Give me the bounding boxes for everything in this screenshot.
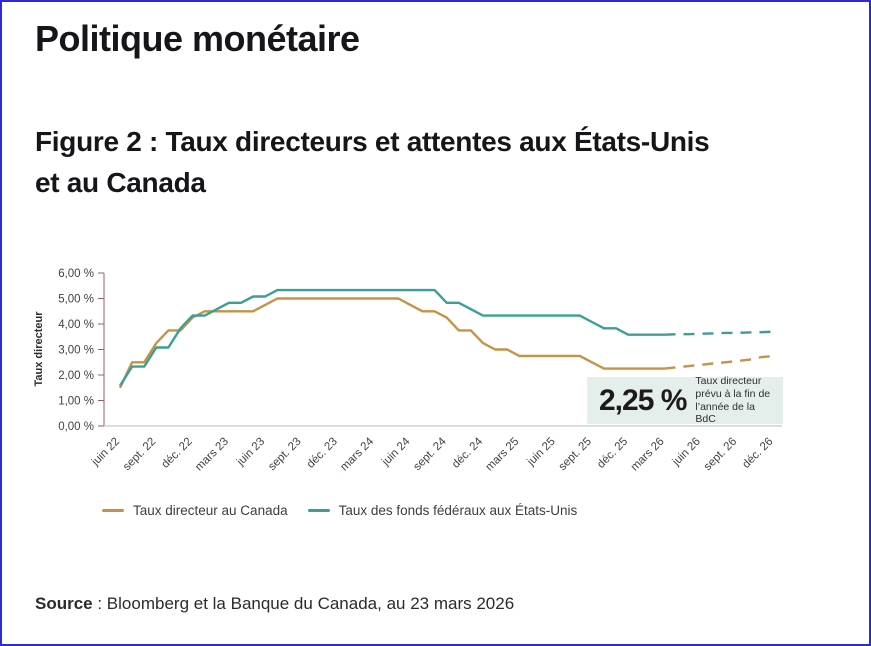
x-tick-label: déc. 22 xyxy=(160,436,195,471)
y-tick-label: 1,00 % xyxy=(58,396,94,408)
x-tick-label: déc. 24 xyxy=(450,435,486,471)
y-tick-label: 5,00 % xyxy=(58,294,94,306)
figure-title: Figure 2 : Taux directeurs et attentes a… xyxy=(35,126,710,198)
y-tick-label: 2,00 % xyxy=(58,370,94,382)
y-tick-label: 6,00 % xyxy=(58,268,94,280)
rate-chart: 0,00 % 1,00 % 2,00 % 3,00 % 4,00 % 5,00 % 6,00… xyxy=(33,268,782,474)
x-tick-label: sept. 24 xyxy=(411,435,449,473)
series-0-solid xyxy=(118,297,665,389)
y-tick-label: 4,00 % xyxy=(58,319,94,331)
legend-item-us: Taux des fonds fédéraux aux États-Unis xyxy=(307,503,578,518)
legend-label-canada: Taux directeur au Canada xyxy=(133,503,288,518)
x-tick-label: déc. 25 xyxy=(595,436,630,471)
x-tick-label: mars 25 xyxy=(484,436,522,474)
x-tick-label: juin 26 xyxy=(670,436,703,469)
x-tick-label: sept. 22 xyxy=(121,436,158,473)
x-tick-label: mars 24 xyxy=(338,435,376,473)
series-0-dashed xyxy=(664,354,774,370)
chart-area: 0,00 % 1,00 % 2,00 % 3,00 % 4,00 % 5,00 % 6,00… xyxy=(30,248,845,498)
source-label: Source xyxy=(35,594,93,613)
series-1-dashed xyxy=(664,330,774,336)
series-1-solid xyxy=(118,288,665,387)
y-axis-title: Taux directeur xyxy=(33,311,45,387)
x-tick-label: sept. 23 xyxy=(266,436,303,473)
page-title: Politique monétaire xyxy=(35,18,360,59)
annotation-value: 2,25 % xyxy=(599,383,687,417)
x-tick-label: mars 23 xyxy=(193,436,231,474)
y-tick-label: 0,00 % xyxy=(58,421,94,433)
x-tick-label: juin 22 xyxy=(89,436,122,469)
x-tick-label: déc. 26 xyxy=(740,436,775,471)
us-line-swatch xyxy=(307,509,330,512)
annotation-box: 2,25 % Taux directeur prévu à la fin de … xyxy=(587,374,783,426)
y-tick-label: 3,00 % xyxy=(58,345,94,357)
x-tick-label: déc. 23 xyxy=(305,436,340,471)
x-tick-label: sept. 25 xyxy=(557,436,594,473)
x-tick-label: mars 26 xyxy=(629,436,667,474)
canada-line-swatch xyxy=(102,509,124,512)
legend-item-canada: Taux directeur au Canada xyxy=(102,503,288,518)
chart-legend: Taux directeur au Canada Taux des fonds … xyxy=(102,503,577,518)
x-tick-label: juin 23 xyxy=(234,436,267,469)
source-line: Source : Bloomberg et la Banque du Canad… xyxy=(35,594,514,614)
x-tick-label: sept. 26 xyxy=(702,436,739,473)
source-text: : Bloomberg et la Banque du Canada, au 2… xyxy=(92,594,515,613)
x-tick-label: juin 24 xyxy=(379,435,413,469)
x-tick-label: juin 25 xyxy=(525,436,558,469)
legend-label-us: Taux des fonds fédéraux aux États-Unis xyxy=(338,503,578,518)
annotation-text: Taux directeur prévu à la fin de l’année… xyxy=(695,374,771,426)
